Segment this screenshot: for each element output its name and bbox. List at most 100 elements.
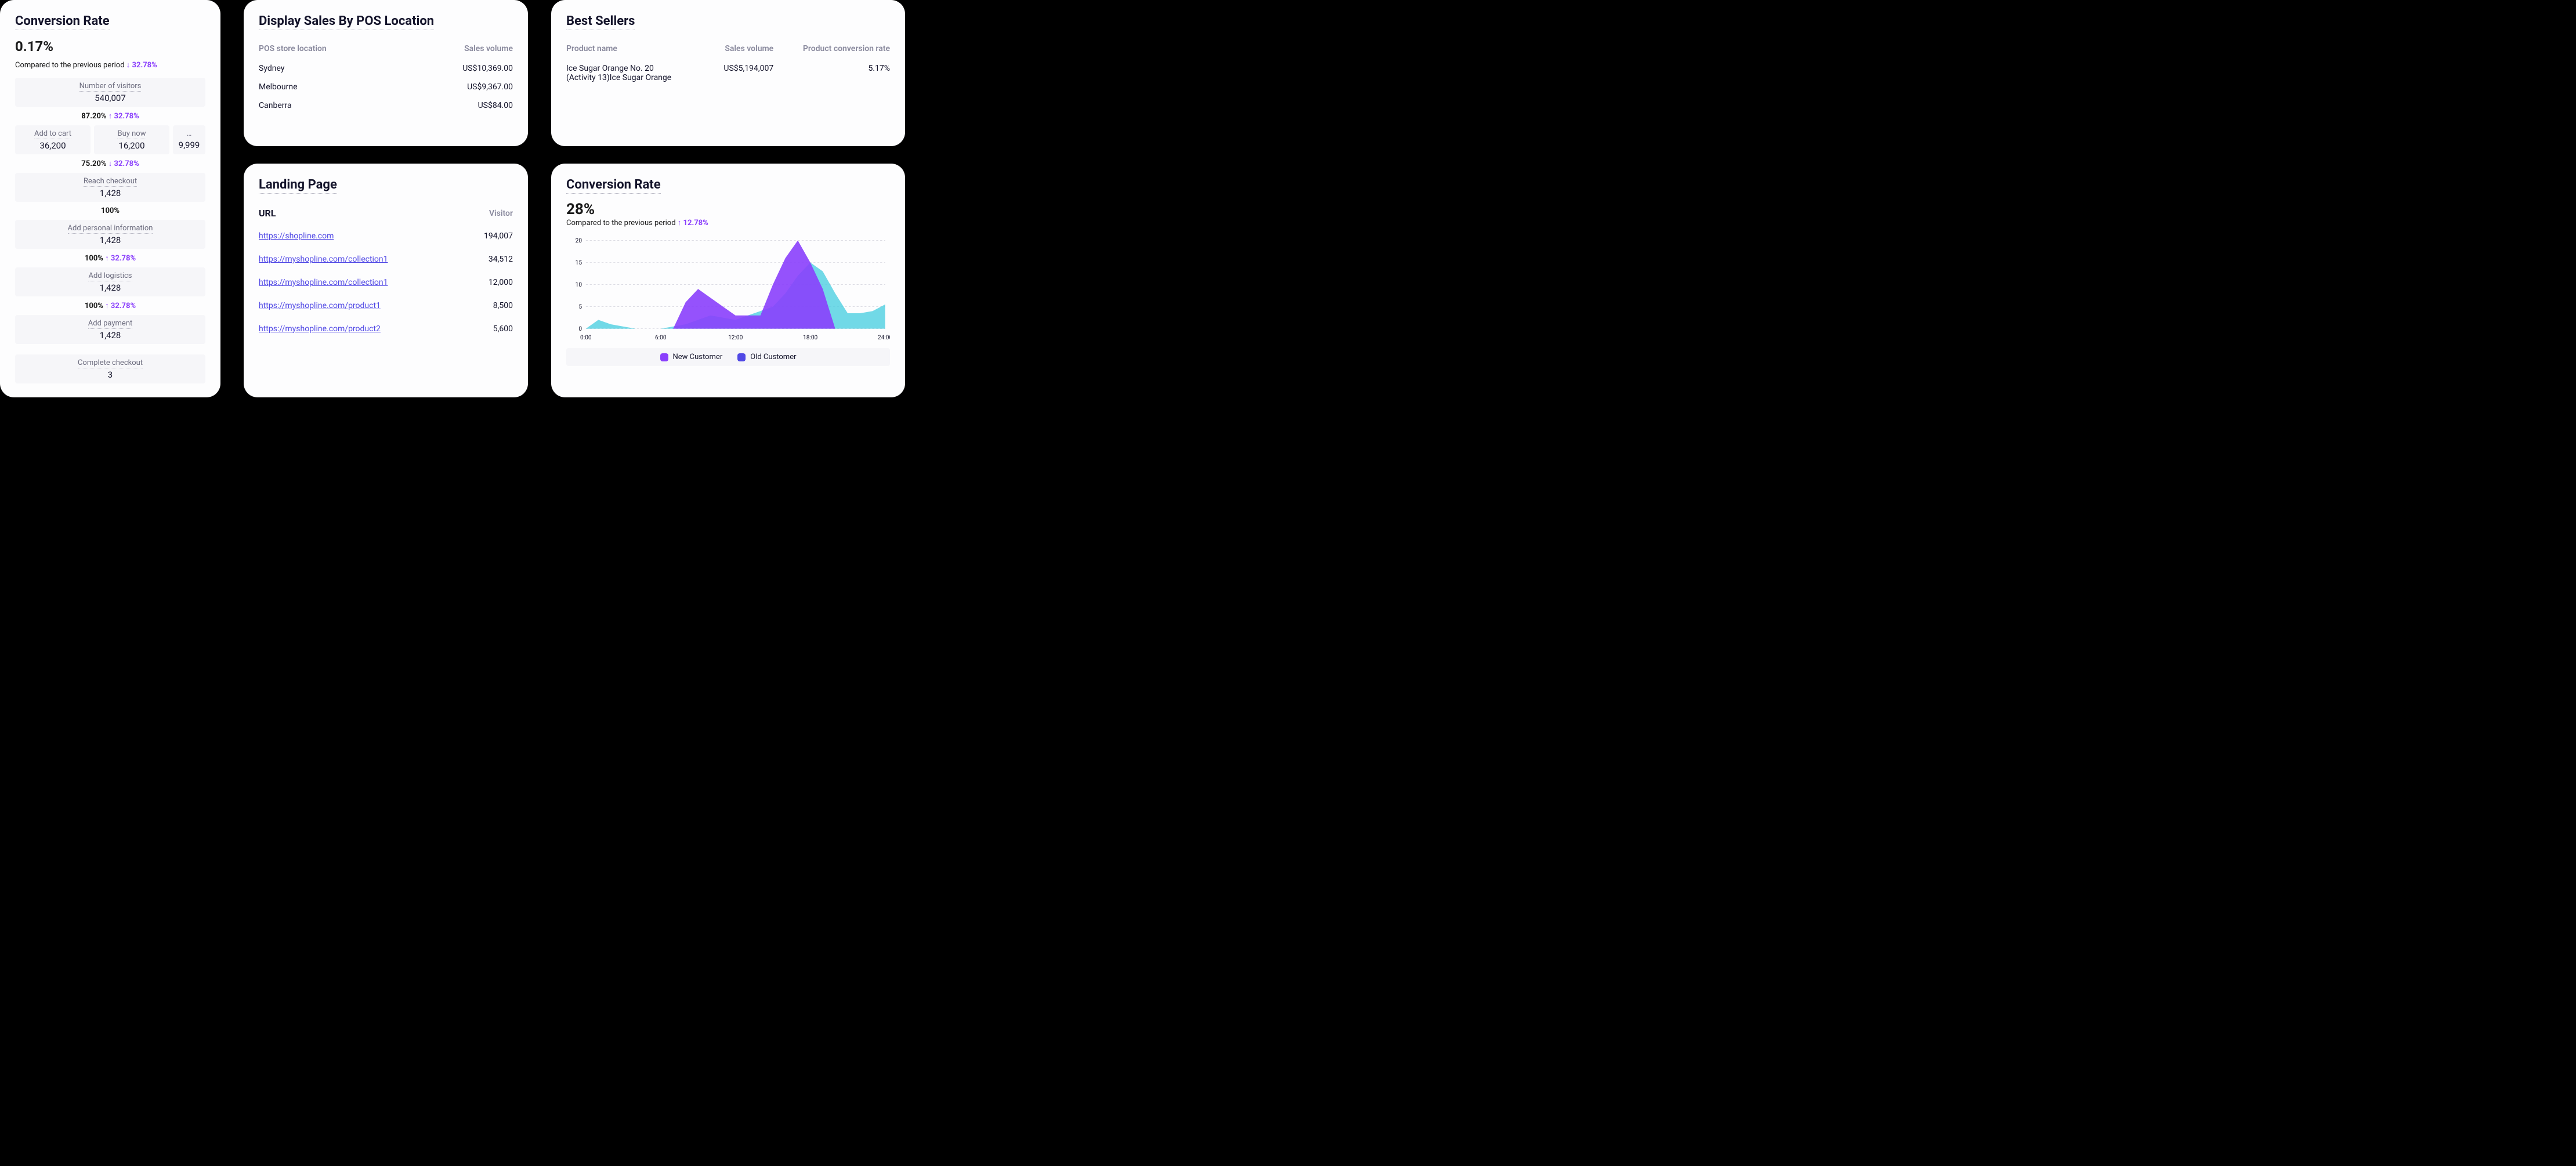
svg-text:5: 5 (578, 304, 582, 310)
visitor-count: 8,500 (466, 294, 513, 317)
best-sellers-table: Product name Sales volume Product conver… (566, 38, 890, 87)
funnel-step: Reach checkout1,428 (15, 173, 205, 202)
funnel-step-value: 9,999 (178, 140, 201, 150)
compare-label: Compared to the previous period (566, 219, 676, 227)
table-row: SydneyUS$10,369.00 (259, 59, 513, 78)
funnel-pct: 75.20% (81, 160, 106, 168)
card-title: Display Sales By POS Location (259, 14, 434, 30)
table-row: https://myshopline.com/collection1 34,512 (259, 248, 513, 271)
pos-location: Melbourne (259, 78, 404, 96)
url-link[interactable]: https://myshopline.com/product1 (259, 301, 381, 310)
svg-text:6:00: 6:00 (655, 335, 667, 341)
card-title: Landing Page (259, 178, 337, 194)
table-row: https://myshopline.com/product25,600 (259, 317, 513, 341)
arrow-up-icon (678, 219, 682, 227)
funnel-step-value: 1,428 (20, 283, 201, 293)
area-chart-svg: 051015200:006:0012:0018:0024:00 (566, 236, 890, 343)
funnel-delta: 32.78% (105, 254, 136, 263)
svg-text:0: 0 (578, 326, 582, 332)
table-row: https://myshopline.com/collection1 12,000 (259, 271, 513, 294)
svg-text:24:00: 24:00 (878, 335, 890, 341)
funnel-pct: 100% (85, 302, 103, 310)
funnel-pct-row: 100% 32.78% (15, 254, 205, 263)
table-row: MelbourneUS$9,367.00 (259, 78, 513, 96)
funnel-step: Buy now16,200 (94, 125, 169, 154)
pos-sales-table: POS store location Sales volume SydneyUS… (259, 38, 513, 115)
legend-label: Old Customer (750, 353, 796, 361)
table-row: https://shopline.com 194,007 (259, 224, 513, 248)
pos-sales-card: Display Sales By POS Location POS store … (244, 0, 528, 146)
compare-delta: 12.78% (678, 219, 708, 227)
pos-location: Sydney (259, 59, 404, 78)
svg-text:10: 10 (576, 282, 583, 288)
column-header: Visitor (466, 202, 513, 224)
svg-text:20: 20 (576, 238, 583, 244)
visitor-count: 12,000 (466, 271, 513, 294)
funnel-step-value: 36,200 (20, 140, 86, 151)
funnel-step: Complete checkout 3 (15, 354, 205, 383)
compare-line: Compared to the previous period 12.78% (566, 218, 890, 227)
funnel-step: Add logistics1,428 (15, 267, 205, 296)
visitor-count: 34,512 (466, 248, 513, 271)
svg-text:12:00: 12:00 (728, 335, 743, 341)
funnel-step-value: 16,200 (99, 140, 165, 151)
sales-volume: US$9,367.00 (404, 78, 513, 96)
landing-url[interactable]: https://myshopline.com/collection1 (259, 248, 466, 271)
funnel-step: …9,999 (173, 125, 205, 154)
funnel-step: Add to cart36,200 (15, 125, 91, 154)
column-header: POS store location (259, 38, 404, 59)
card-title: Best Sellers (566, 14, 635, 30)
url-link[interactable]: https://myshopline.com/product2 (259, 324, 381, 334)
table-row: Ice Sugar Orange No. 20(Activity 13)Ice … (566, 59, 890, 87)
landing-url[interactable]: https://myshopline.com/collection1 (259, 271, 466, 294)
funnel-step: Add payment1,428 (15, 315, 205, 344)
conversion-rate-chart-card: Conversion Rate 28% Compared to the prev… (551, 164, 905, 397)
arrow-icon (105, 302, 109, 310)
funnel-step-label: Add personal information (68, 224, 153, 234)
landing-url[interactable]: https://myshopline.com/product2 (259, 317, 466, 341)
visitor-count: 194,007 (466, 224, 513, 248)
column-header: URL (259, 202, 466, 224)
legend-swatch (660, 353, 668, 361)
funnel-pct: 100% (101, 207, 120, 215)
landing-url[interactable]: https://shopline.com (259, 224, 466, 248)
arrow-down-icon (126, 61, 131, 70)
svg-text:18:00: 18:00 (803, 335, 818, 341)
landing-url[interactable]: https://myshopline.com/product1 (259, 294, 466, 317)
compare-line: Compared to the previous period 32.78% (15, 60, 205, 70)
table-row: CanberraUS$84.00 (259, 96, 513, 115)
sales-volume: US$5,194,007 (707, 59, 773, 87)
funnel-step-value: 3 (20, 370, 201, 380)
pos-location: Canberra (259, 96, 404, 115)
sales-volume: US$84.00 (404, 96, 513, 115)
funnel-step-value: 540,007 (20, 93, 201, 103)
area-chart: 051015200:006:0012:0018:0024:00 (566, 236, 890, 343)
sales-volume: US$10,369.00 (404, 59, 513, 78)
url-link[interactable]: https://shopline.com (259, 231, 334, 241)
funnel-step-label: Add to cart (34, 129, 71, 139)
column-header: Sales volume (404, 38, 513, 59)
funnel-step-label: Buy now (117, 129, 146, 139)
funnel-step-label: Number of visitors (79, 82, 142, 92)
column-header: Product name (566, 38, 707, 59)
column-header: Product conversion rate (773, 38, 890, 59)
funnel-step-label: Complete checkout (78, 359, 143, 368)
chart-legend: New CustomerOld Customer (566, 348, 890, 366)
funnel-step-label: Add payment (88, 319, 133, 329)
funnel-pct-row: 100% (15, 207, 205, 215)
compare-label: Compared to the previous period (15, 61, 125, 70)
card-title: Conversion Rate (15, 14, 110, 30)
funnel-pct-row: 75.20% 32.78% (15, 159, 205, 168)
funnel-step-value: 1,428 (20, 235, 201, 245)
url-link[interactable]: https://myshopline.com/collection1 (259, 255, 388, 264)
funnel-pct: 87.20% (81, 112, 106, 121)
conversion-rate-value: 28% (566, 201, 890, 218)
funnel-multi-row: Add to cart36,200Buy now16,200…9,999 (15, 125, 205, 154)
funnel-step-value: 1,428 (20, 330, 201, 341)
compare-delta: 32.78% (126, 61, 157, 70)
url-link[interactable]: https://myshopline.com/collection1 (259, 278, 388, 287)
arrow-icon (108, 112, 113, 121)
funnel-step: Number of visitors540,007 (15, 78, 205, 107)
funnel-pct-row: 100% 32.78% (15, 301, 205, 310)
arrow-icon (108, 160, 113, 168)
